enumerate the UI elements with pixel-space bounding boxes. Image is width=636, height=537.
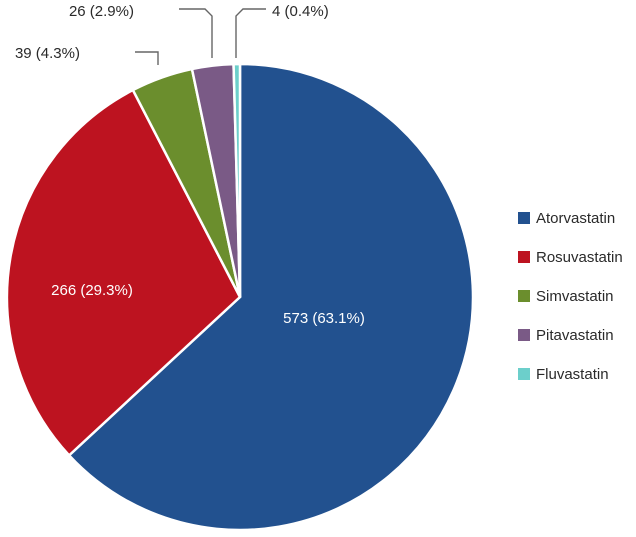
pie-slice-fluvastatin	[232, 62, 242, 299]
legend-label-pitavastatin: Pitavastatin	[536, 327, 614, 344]
data-label-rosuvastatin: 266 (29.3%)	[51, 282, 133, 299]
data-labels: 573 (63.1%) 266 (29.3%) 39 (4.3%) 26 (2.9%)…	[15, 3, 365, 327]
legend-swatch-pitavastatin	[518, 329, 530, 341]
legend-swatch-fluvastatin	[518, 368, 530, 380]
legend-label-atorvastatin: Atorvastatin	[536, 210, 615, 227]
legend: Atorvastatin Rosuvastatin Simvastatin Pitav…	[518, 210, 623, 383]
legend-swatch-rosuvastatin	[518, 251, 530, 263]
leader-line-simvastatin	[135, 51, 159, 65]
legend-label-fluvastatin: Fluvastatin	[536, 366, 609, 383]
legend-swatch-simvastatin	[518, 290, 530, 302]
data-label-simvastatin: 39 (4.3%)	[15, 45, 80, 62]
legend-label-simvastatin: Simvastatin	[536, 288, 614, 305]
pie-slices	[5, 62, 475, 532]
leader-line-fluvastatin	[235, 8, 266, 58]
data-label-pitavastatin: 26 (2.9%)	[69, 3, 134, 20]
legend-label-rosuvastatin: Rosuvastatin	[536, 249, 623, 266]
pie-slice-atorvastatin	[67, 62, 475, 532]
label-leader-lines	[135, 8, 266, 65]
data-label-fluvastatin: 4 (0.4%)	[272, 3, 329, 20]
legend-swatch-atorvastatin	[518, 212, 530, 224]
pie-slice-rosuvastatin	[5, 88, 242, 457]
data-label-atorvastatin: 573 (63.1%)	[283, 310, 365, 327]
leader-line-pitavastatin	[179, 8, 213, 58]
